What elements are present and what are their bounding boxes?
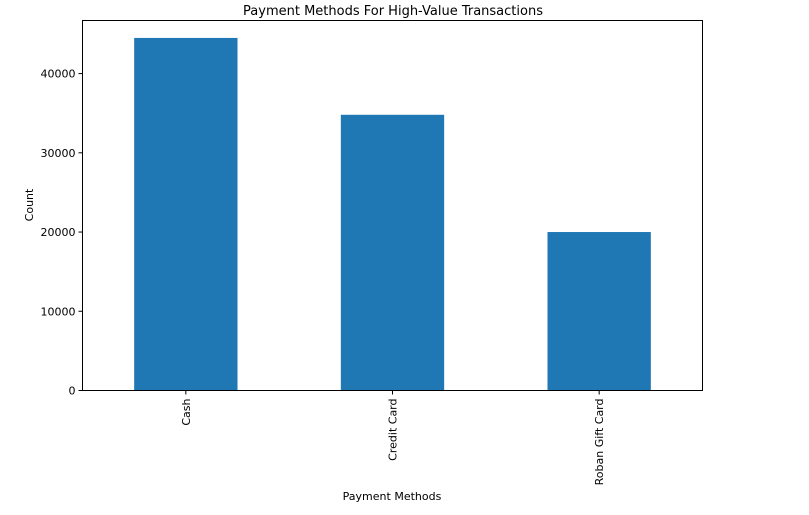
y-tick-label: 0 (69, 385, 76, 398)
bar (134, 37, 238, 391)
x-tick-label: Credit Card (387, 399, 400, 461)
y-tick-label: 40000 (41, 68, 76, 81)
y-tick-label: 10000 (41, 305, 76, 318)
y-axis-label: Count (23, 188, 36, 221)
bar (547, 232, 651, 391)
x-axis-label: Payment Methods (343, 490, 442, 503)
y-tick-label: 20000 (41, 226, 76, 239)
bars-group (134, 37, 651, 391)
y-axis-ticks: 0 10000 20000 30000 40000 (41, 68, 83, 398)
bar (340, 114, 445, 391)
x-tick-label: Roban Gift Card (593, 399, 606, 486)
y-tick-label: 30000 (41, 147, 76, 160)
chart-title: Payment Methods For High-Value Transacti… (243, 4, 543, 19)
x-axis-ticks: Cash Credit Card Roban Gift Card (180, 390, 606, 486)
x-tick-label: Cash (180, 398, 193, 425)
